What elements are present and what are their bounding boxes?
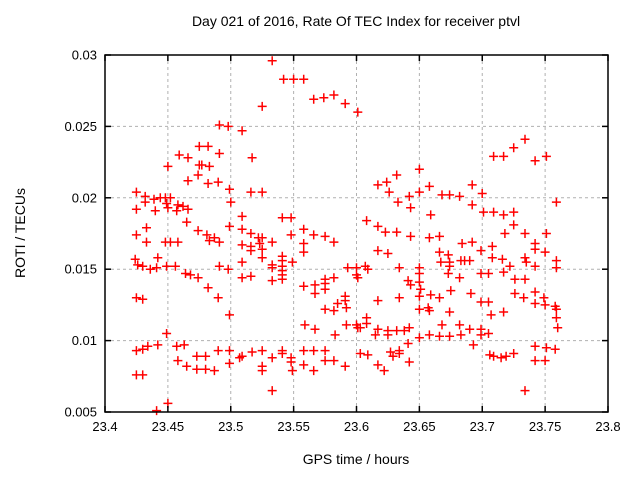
svg-text:23.45: 23.45	[152, 419, 185, 434]
svg-text:0.02: 0.02	[72, 190, 97, 205]
data-points	[130, 56, 563, 416]
svg-text:0.015: 0.015	[64, 262, 97, 277]
svg-text:23.6: 23.6	[344, 419, 369, 434]
svg-text:23.75: 23.75	[529, 419, 562, 434]
y-tick-labels: 0.005 0.01 0.015 0.02 0.025 0.03	[64, 48, 97, 420]
svg-text:0.01: 0.01	[72, 333, 97, 348]
svg-text:23.7: 23.7	[470, 419, 495, 434]
x-tick-labels: 23.4 23.45 23.5 23.55 23.6 23.65 23.7 23.75 23.8	[92, 419, 620, 434]
gridlines	[105, 55, 608, 412]
axis-ticks	[104, 54, 609, 413]
svg-text:23.65: 23.65	[403, 419, 436, 434]
svg-text:23.55: 23.55	[277, 419, 310, 434]
x-axis-label: GPS time / hours	[303, 451, 410, 467]
plot-border	[104, 54, 609, 413]
svg-text:23.4: 23.4	[92, 419, 117, 434]
svg-text:23.8: 23.8	[595, 419, 620, 434]
svg-text:0.03: 0.03	[72, 48, 97, 63]
svg-text:0.005: 0.005	[64, 405, 97, 420]
svg-text:23.5: 23.5	[218, 419, 243, 434]
plot-title: Day 021 of 2016, Rate Of TEC Index for r…	[192, 13, 520, 29]
y-axis-label: ROTI / TECUs	[12, 188, 28, 278]
svg-text:0.025: 0.025	[64, 119, 97, 134]
